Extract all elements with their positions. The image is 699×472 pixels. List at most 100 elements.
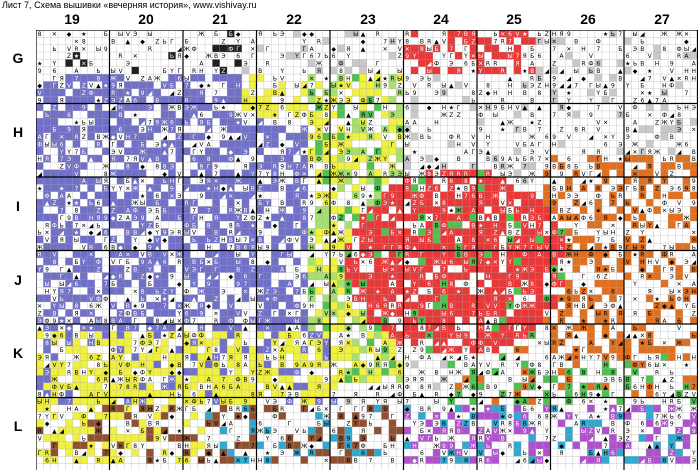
pattern-cell bbox=[359, 132, 367, 141]
pattern-symbol: ★ bbox=[74, 200, 79, 207]
pattern-cell bbox=[94, 324, 103, 332]
pattern-cell bbox=[285, 368, 294, 376]
pattern-symbol: Ь bbox=[96, 222, 100, 229]
pattern-symbol: 6 bbox=[633, 384, 637, 391]
pattern-symbol: ▲ bbox=[280, 384, 285, 391]
pattern-symbol: Z bbox=[368, 119, 372, 126]
pattern-symbol: Y bbox=[669, 443, 674, 450]
pattern-symbol: ▲ bbox=[390, 259, 395, 266]
pattern-cell bbox=[330, 154, 338, 163]
pattern-cell bbox=[109, 206, 117, 214]
pattern-cell bbox=[513, 426, 522, 435]
pattern-cell bbox=[521, 206, 529, 214]
pattern-cell bbox=[263, 154, 272, 163]
pattern-cell bbox=[227, 250, 235, 258]
pattern-symbol: Ы bbox=[566, 215, 571, 222]
pattern-cell bbox=[168, 162, 176, 170]
pattern-symbol: B bbox=[692, 266, 696, 273]
pattern-cell bbox=[454, 250, 463, 258]
pattern-cell bbox=[506, 199, 514, 207]
pattern-symbol: Ь bbox=[523, 333, 527, 340]
pattern-symbol: Ь bbox=[339, 252, 343, 259]
pattern-symbol: Z bbox=[52, 200, 56, 207]
pattern-symbol: Ж bbox=[169, 105, 176, 112]
pattern-cell bbox=[374, 257, 382, 266]
pattern-symbol: Y bbox=[294, 53, 299, 60]
pattern-cell bbox=[131, 140, 139, 148]
pattern-symbol: 9 bbox=[251, 156, 255, 163]
pattern-symbol: Э bbox=[611, 186, 615, 193]
pattern-cell bbox=[469, 228, 477, 236]
pattern-cell bbox=[330, 434, 338, 442]
pattern-cell bbox=[307, 243, 316, 251]
pattern-symbol: 7 bbox=[258, 105, 262, 112]
pattern-symbol: Ж bbox=[529, 421, 536, 428]
pattern-cell bbox=[138, 257, 147, 266]
pattern-symbol: Z bbox=[368, 156, 372, 163]
pattern-cell bbox=[594, 154, 602, 163]
pattern-symbol: ◢ bbox=[140, 119, 145, 126]
pattern-symbol: H bbox=[581, 46, 586, 53]
pattern-cell bbox=[491, 52, 500, 60]
pattern-cell bbox=[403, 426, 411, 435]
pattern-symbol: Ф bbox=[552, 230, 557, 237]
pattern-symbol: ★ bbox=[375, 288, 380, 295]
pattern-symbol: 9 bbox=[332, 244, 336, 251]
pattern-cell bbox=[212, 279, 220, 288]
pattern-cell bbox=[256, 96, 264, 104]
pattern-symbol: Э bbox=[361, 435, 365, 442]
pattern-cell bbox=[205, 162, 213, 170]
pattern-cell bbox=[359, 59, 367, 67]
pattern-cell bbox=[594, 221, 602, 229]
pattern-cell bbox=[484, 228, 492, 236]
pattern-cell bbox=[462, 272, 470, 280]
pattern-symbol: Ж bbox=[669, 406, 676, 413]
pattern-cell bbox=[116, 243, 125, 251]
pattern-cell bbox=[65, 162, 73, 170]
pattern-cell bbox=[212, 324, 220, 332]
pattern-symbol: ◆ bbox=[515, 399, 520, 406]
pattern-symbol: Ф bbox=[338, 61, 343, 68]
pattern-symbol: Y bbox=[640, 230, 645, 237]
pattern-cell bbox=[197, 162, 206, 170]
pattern-cell bbox=[499, 294, 507, 302]
pattern-cell bbox=[425, 59, 433, 67]
pattern-cell bbox=[168, 118, 176, 126]
pattern-symbol: ▲ bbox=[500, 119, 505, 126]
pattern-cell bbox=[160, 390, 169, 398]
pattern-cell bbox=[256, 199, 264, 207]
pattern-cell bbox=[579, 243, 588, 251]
pattern-cell bbox=[109, 213, 117, 222]
pattern-cell bbox=[557, 228, 566, 236]
pattern-cell bbox=[94, 213, 103, 222]
pattern-symbol: 9 bbox=[369, 362, 373, 369]
pattern-symbol: ★ bbox=[618, 156, 623, 163]
pattern-cell bbox=[263, 96, 272, 104]
pattern-symbol: ★ bbox=[338, 83, 343, 90]
pattern-symbol: ✕ bbox=[397, 230, 402, 237]
pattern-symbol: R bbox=[508, 443, 512, 450]
pattern-symbol: B bbox=[479, 215, 483, 222]
pattern-symbol: B bbox=[52, 310, 56, 317]
pattern-symbol: 7 bbox=[449, 46, 453, 53]
pattern-symbol: ◢ bbox=[596, 171, 601, 178]
pattern-symbol: Г bbox=[427, 303, 431, 310]
pattern-cell bbox=[675, 272, 683, 280]
pattern-symbol: Б bbox=[163, 68, 167, 75]
pattern-symbol: Ж bbox=[95, 428, 102, 435]
pattern-cell bbox=[521, 235, 529, 244]
pattern-symbol: Ь bbox=[346, 303, 350, 310]
pattern-symbol: ✕ bbox=[405, 46, 410, 53]
pattern-cell bbox=[278, 206, 286, 214]
pattern-symbol: Ж bbox=[103, 163, 110, 170]
pattern-cell bbox=[234, 228, 242, 236]
pattern-symbol: 6 bbox=[611, 450, 615, 457]
pattern-cell bbox=[374, 74, 382, 82]
pattern-symbol: 8 bbox=[163, 163, 167, 170]
pattern-cell bbox=[624, 257, 632, 266]
pattern-cell bbox=[43, 375, 51, 383]
pattern-symbol: Я bbox=[648, 163, 652, 170]
pattern-symbol: Э bbox=[170, 230, 174, 237]
pattern-cell bbox=[315, 147, 323, 155]
pattern-symbol: H bbox=[412, 443, 417, 450]
